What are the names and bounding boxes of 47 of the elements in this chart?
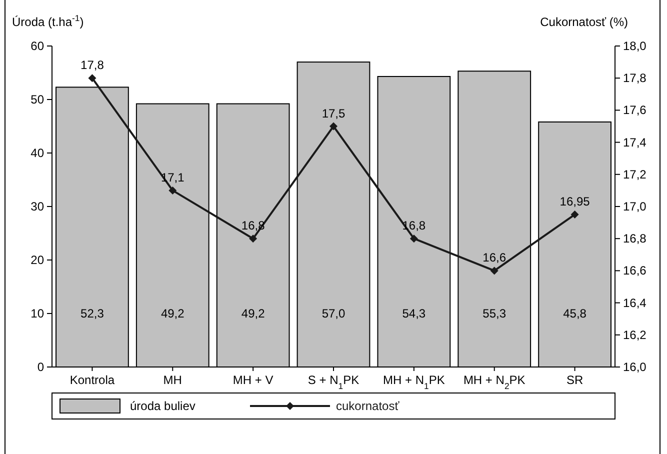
data-label: 17,8 xyxy=(80,58,104,72)
y2-tick-label: 16,0 xyxy=(623,360,647,374)
x-tick-label: MH xyxy=(163,373,182,387)
y2-tick-label: 17,2 xyxy=(623,167,647,182)
y-tick-label: 40 xyxy=(30,146,44,160)
y2-tick-label: 16,4 xyxy=(623,296,647,310)
y2-tick-label: 17,0 xyxy=(623,200,647,214)
y-tick-label: 10 xyxy=(30,306,44,320)
y2-axis-title: Cukornatosť (%) xyxy=(540,15,628,29)
text: cukornatosť xyxy=(336,399,400,413)
y2-tick-label: 16,6 xyxy=(623,264,647,278)
x-tick-label: MH + V xyxy=(232,373,274,387)
x-tick-label: S + N$_{1}$PK xyxy=(308,373,360,391)
x-tick-label: Kontrola xyxy=(70,373,115,387)
data-label: 16,6 xyxy=(482,250,506,265)
y2-tick-label: 17,6 xyxy=(623,103,647,118)
point xyxy=(330,122,338,130)
y2-tick-label: 18,0 xyxy=(623,39,647,53)
data-label: 54,3 xyxy=(402,306,426,320)
legend-label: úroda buliev xyxy=(130,399,196,413)
point xyxy=(88,74,96,82)
data-label: 52,3 xyxy=(80,306,104,320)
y2-tick-label: 17,4 xyxy=(623,135,647,150)
y2-tick-label: 17,8 xyxy=(623,71,647,86)
data-label: 57,0 xyxy=(322,306,346,320)
point xyxy=(168,186,177,194)
y-tick-label: 60 xyxy=(30,39,44,53)
point xyxy=(410,234,418,243)
point xyxy=(570,210,579,219)
y-axis-title: Úroda (t.ha$^{-1}$) xyxy=(12,13,84,29)
data-label: 17,5 xyxy=(322,106,346,120)
x-tick-label: SR xyxy=(566,373,584,387)
data-label: 49,2 xyxy=(160,306,185,320)
x-tick-label: MH + N$_{2}$PK xyxy=(463,373,526,391)
point xyxy=(490,266,498,275)
y2-tick-label: 16,8 xyxy=(623,232,647,246)
data-label: 55,3 xyxy=(482,306,506,320)
point xyxy=(249,234,258,243)
data-label: 49,2 xyxy=(241,306,266,320)
y-tick-label: 0 xyxy=(37,360,44,374)
y-tick-label: 20 xyxy=(30,253,44,267)
data-label: 16,95 xyxy=(560,194,590,209)
y-tick-label: 50 xyxy=(30,92,44,106)
y-tick-label: 30 xyxy=(30,200,44,214)
data-label: 45,8 xyxy=(563,306,587,320)
y2-tick-label: 16,2 xyxy=(623,328,647,342)
x-tick-label: MH + N$_{1}$PK xyxy=(383,373,445,391)
